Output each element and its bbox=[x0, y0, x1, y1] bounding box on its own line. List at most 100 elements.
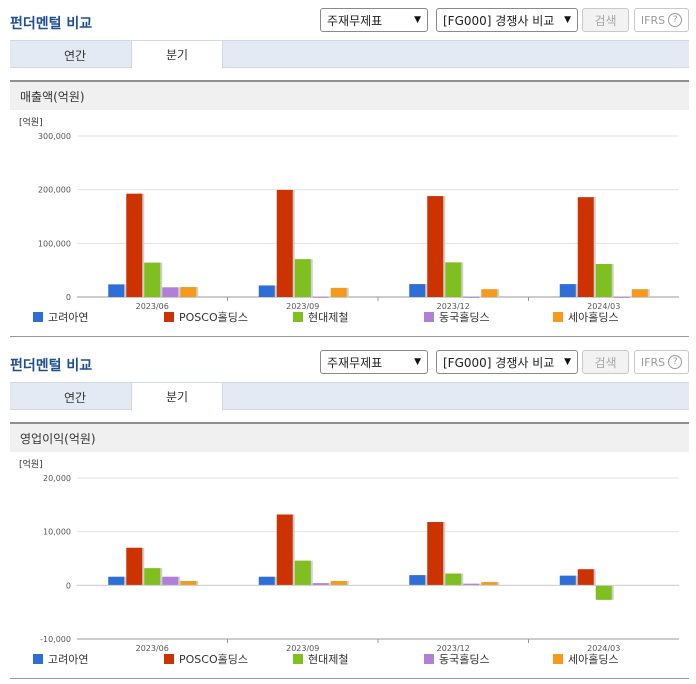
bar bbox=[162, 287, 179, 297]
ifrs-label: IFRS bbox=[640, 13, 666, 27]
bar bbox=[312, 296, 329, 298]
panel-title: 펀더멘털 비교 bbox=[10, 358, 93, 374]
bar bbox=[258, 576, 275, 586]
bar bbox=[559, 284, 576, 297]
bar bbox=[577, 197, 594, 297]
legend-swatch bbox=[553, 312, 563, 322]
period-tabs: 연간 분기 bbox=[10, 40, 689, 69]
unit-label: [억원] bbox=[19, 116, 43, 128]
operating-profit-bar-chart: [억원] -10,000 0 10,000 20,000 2023/06 2023/09 20… bbox=[19, 458, 679, 666]
ifrs-button[interactable]: IFRS ? bbox=[634, 350, 689, 374]
legend-swatch bbox=[33, 654, 43, 664]
bar bbox=[409, 575, 426, 586]
legend-swatch bbox=[164, 312, 174, 322]
legend-label: 고려아연 bbox=[48, 311, 88, 324]
chevron-down-icon: ▼ bbox=[414, 15, 421, 25]
x-tick-label: 2024/03 bbox=[587, 644, 620, 653]
legend-label: 현대제철 bbox=[308, 653, 348, 666]
tab-quarterly[interactable]: 분기 bbox=[131, 40, 223, 69]
bar bbox=[613, 296, 630, 298]
statement-select-value: 주재무제표 bbox=[327, 13, 383, 28]
x-tick-label: 2023/06 bbox=[136, 644, 169, 653]
bar bbox=[258, 285, 275, 297]
y-tick-label: 100,000 bbox=[38, 239, 71, 248]
legend-swatch bbox=[164, 654, 174, 664]
fundamental-panel-revenue: 펀더멘털 비교 주재무제표 ▼ [FG000] 경쟁사 비교 ▼ 검색 IFRS… bbox=[10, 8, 689, 337]
legend-label: 동국홀딩스 bbox=[439, 311, 490, 324]
unit-label: [억원] bbox=[19, 458, 43, 470]
x-tick-label: 2024/03 bbox=[587, 302, 620, 311]
bar bbox=[144, 568, 161, 586]
bar bbox=[108, 284, 125, 297]
bar bbox=[481, 582, 498, 586]
statement-select[interactable]: 주재무제표 ▼ bbox=[320, 350, 428, 374]
bar bbox=[294, 259, 311, 297]
bar bbox=[631, 289, 648, 297]
x-tick-label: 2023/12 bbox=[437, 644, 470, 653]
statement-select[interactable]: 주재무제표 ▼ bbox=[320, 8, 428, 32]
y-tick-label: 10,000 bbox=[43, 528, 71, 537]
ifrs-button[interactable]: IFRS ? bbox=[634, 8, 689, 32]
tab-annual[interactable]: 연간 bbox=[63, 390, 87, 405]
bar bbox=[559, 575, 576, 586]
bar bbox=[126, 193, 143, 297]
bar bbox=[294, 560, 311, 586]
legend-label: 세아홀딩스 bbox=[568, 653, 619, 666]
legend-label: POSCO홀딩스 bbox=[179, 653, 248, 666]
bar bbox=[409, 284, 426, 297]
x-tick-label: 2023/06 bbox=[136, 302, 169, 311]
bar bbox=[330, 287, 347, 297]
bar bbox=[595, 585, 612, 600]
legend-label: 동국홀딩스 bbox=[439, 653, 490, 666]
tab-quarterly[interactable]: 분기 bbox=[131, 382, 223, 411]
tab-annual[interactable]: 연간 bbox=[63, 48, 87, 63]
divider bbox=[10, 678, 689, 679]
bar bbox=[481, 289, 498, 297]
divider bbox=[10, 336, 689, 337]
legend-swatch bbox=[424, 654, 434, 664]
bar bbox=[427, 196, 444, 297]
x-tick-label: 2023/12 bbox=[437, 302, 470, 311]
legend-label: 고려아연 bbox=[48, 653, 88, 666]
search-button[interactable]: 검색 bbox=[582, 350, 629, 374]
bar bbox=[180, 287, 197, 297]
compare-select-value: [FG000] 경쟁사 비교 bbox=[443, 13, 555, 28]
bar bbox=[108, 576, 125, 586]
help-icon: ? bbox=[668, 13, 683, 27]
x-tick-label: 2023/09 bbox=[286, 302, 319, 311]
y-tick-label: 300,000 bbox=[38, 132, 71, 141]
bar bbox=[312, 583, 329, 586]
y-tick-label: 0 bbox=[66, 581, 71, 590]
chevron-down-icon: ▼ bbox=[414, 357, 421, 367]
y-tick-label: 200,000 bbox=[38, 186, 71, 195]
bar bbox=[427, 522, 444, 586]
search-button[interactable]: 검색 bbox=[582, 8, 629, 32]
bar bbox=[162, 576, 179, 586]
bar bbox=[276, 189, 293, 297]
compare-select[interactable]: [FG000] 경쟁사 비교 ▼ bbox=[436, 350, 578, 374]
legend-swatch bbox=[553, 654, 563, 664]
bar bbox=[577, 569, 594, 586]
bar bbox=[463, 583, 480, 586]
legend-swatch bbox=[424, 312, 434, 322]
bar bbox=[126, 547, 143, 586]
y-tick-label: 20,000 bbox=[43, 474, 71, 483]
legend-label: POSCO홀딩스 bbox=[179, 311, 248, 324]
bar bbox=[463, 296, 480, 298]
compare-select-value: [FG000] 경쟁사 비교 bbox=[443, 355, 555, 370]
chevron-down-icon: ▼ bbox=[564, 357, 571, 367]
legend-swatch bbox=[293, 654, 303, 664]
revenue-bar-chart: [억원] 0 100,000 200,000 300,000 2023/06 2023/09… bbox=[19, 116, 679, 324]
legend-label: 세아홀딩스 bbox=[568, 311, 619, 324]
statement-select-value: 주재무제표 bbox=[327, 355, 383, 370]
chevron-down-icon: ▼ bbox=[564, 15, 571, 25]
bar bbox=[330, 581, 347, 586]
chart-heading: 영업이익(억원) bbox=[10, 422, 689, 452]
legend-swatch bbox=[293, 312, 303, 322]
ifrs-label: IFRS bbox=[640, 355, 666, 369]
bar bbox=[276, 514, 293, 586]
fundamental-panel-operating-profit: 펀더멘털 비교 주재무제표 ▼ [FG000] 경쟁사 비교 ▼ 검색 IFRS… bbox=[0, 342, 696, 684]
chart-heading: 매출액(억원) bbox=[10, 80, 689, 110]
compare-select[interactable]: [FG000] 경쟁사 비교 ▼ bbox=[436, 8, 578, 32]
bar bbox=[144, 262, 161, 297]
